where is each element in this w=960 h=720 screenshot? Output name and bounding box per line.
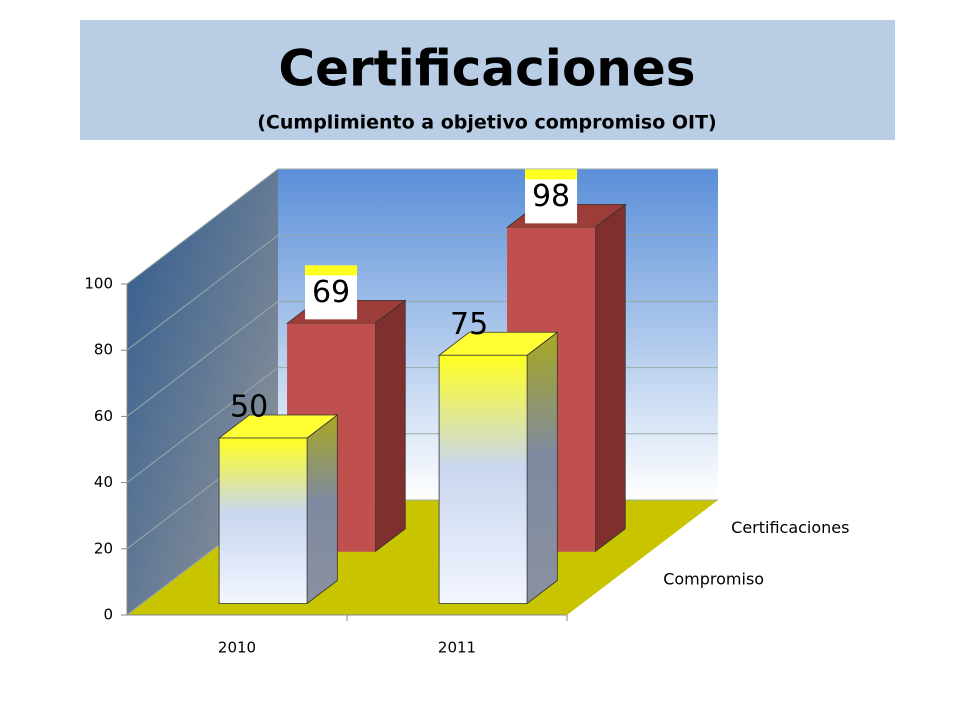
y-tick-label: 0 bbox=[103, 606, 113, 624]
bar-side bbox=[594, 203, 626, 553]
bar bbox=[438, 354, 528, 604]
bar bbox=[218, 437, 308, 604]
data-label: 50 bbox=[230, 390, 268, 425]
y-tick-label: 80 bbox=[94, 341, 113, 359]
depth-label: Compromiso bbox=[663, 570, 764, 589]
x-tick-label: 2010 bbox=[218, 639, 256, 657]
depth-label: Certificaciones bbox=[731, 518, 849, 537]
title-banner bbox=[80, 20, 895, 140]
data-label: 98 bbox=[532, 179, 570, 214]
y-tick-label: 20 bbox=[94, 539, 113, 557]
y-tick-label: 60 bbox=[94, 407, 113, 425]
y-tick-label: 40 bbox=[94, 473, 113, 491]
data-label: 75 bbox=[450, 307, 488, 342]
chart-subtitle: (Cumplimiento a objetivo compromiso OIT) bbox=[257, 112, 716, 134]
bar-side bbox=[374, 299, 406, 553]
label-box-top bbox=[305, 265, 358, 276]
x-tick-label: 2011 bbox=[438, 639, 476, 657]
grid-line bbox=[126, 168, 718, 285]
y-tick-label: 100 bbox=[84, 275, 113, 293]
bar-side bbox=[306, 414, 338, 605]
plot-area: 0 20 40 60 80 100 2010 2011 Compromiso Certificac… bbox=[84, 168, 849, 657]
chart-title: Certificaciones bbox=[278, 40, 695, 98]
bar-side bbox=[526, 331, 558, 605]
label-box-top bbox=[525, 169, 578, 180]
data-label: 69 bbox=[312, 275, 350, 310]
